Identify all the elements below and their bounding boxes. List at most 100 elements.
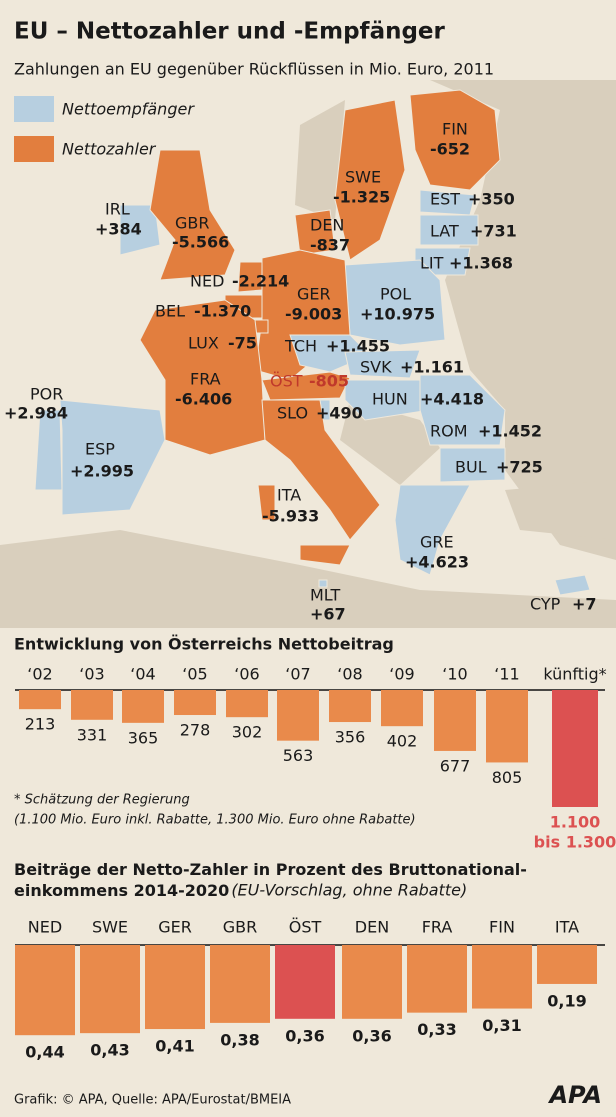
country-shape (318, 579, 328, 588)
title: EU – Nettozahler und -Empfänger (14, 19, 446, 45)
chart-title: Entwicklung von Österreichs Nettobeitrag (14, 635, 394, 654)
land-norway (295, 100, 345, 220)
bar (381, 690, 423, 727)
country-value: +4.418 (420, 390, 484, 409)
legend-swatch (14, 136, 54, 162)
x-tick-label: ‘02 (27, 665, 52, 684)
country-name: ITA (277, 486, 301, 505)
value-label: 0,36 (285, 1026, 324, 1045)
country-name: BUL (455, 458, 487, 477)
value-label: bis 1.300 (534, 833, 616, 852)
x-tick-label: FRA (422, 918, 453, 937)
country-value: +2.984 (4, 404, 68, 423)
country-name: MLT (310, 586, 341, 605)
value-label: 0,38 (220, 1030, 259, 1049)
country-name: FRA (190, 370, 221, 389)
bar (145, 945, 205, 1030)
country-name: BEL (155, 302, 185, 321)
country-name: LIT (420, 254, 444, 273)
country-value: +725 (496, 458, 543, 477)
country-name: TCH (284, 337, 317, 356)
subtitle: Zahlungen an EU gegenüber Rückflüssen in… (14, 60, 494, 79)
country-value: +10.975 (360, 305, 435, 324)
value-label: 0,31 (482, 1016, 521, 1035)
country-name: ROM (430, 422, 468, 441)
country-name: IRL (105, 200, 130, 219)
country-value: -1.325 (333, 188, 390, 207)
country-name: FIN (442, 120, 468, 139)
bar (71, 690, 113, 720)
country-shape (139, 299, 266, 456)
country-value: +4.623 (405, 553, 469, 572)
value-label: 0,36 (352, 1026, 391, 1045)
country-name: SWE (345, 168, 381, 187)
country-name: NED (190, 272, 224, 291)
map-land (0, 80, 616, 628)
x-tick-label: ÖST (289, 918, 322, 937)
source: Grafik: © APA, Quelle: APA/Eurostat/BMEI… (14, 1093, 291, 1108)
country-name: GER (297, 285, 331, 304)
value-label: 1.100 (550, 813, 601, 832)
country-value: -2.214 (232, 272, 289, 291)
x-tick-label: ‘05 (182, 665, 207, 684)
x-tick-label: NED (28, 918, 62, 937)
bar (275, 945, 335, 1019)
country-shape (394, 484, 471, 576)
x-tick-label: DEN (355, 918, 389, 937)
land-turkey (505, 480, 616, 540)
value-label: 805 (492, 768, 523, 787)
bar (472, 945, 532, 1009)
land-balkans (340, 400, 440, 485)
x-tick-label: GBR (223, 918, 258, 937)
bar (342, 945, 402, 1019)
x-tick-label: ‘11 (494, 665, 519, 684)
legend-label: Nettoempfänger (62, 100, 195, 119)
country-shape (419, 214, 479, 246)
country-name: HUN (372, 390, 408, 409)
country-value: -6.406 (175, 390, 232, 409)
country-shape (439, 447, 506, 483)
bar (434, 690, 476, 751)
country-shape (334, 99, 406, 261)
x-tick-label: ‘03 (79, 665, 104, 684)
country-name: EST (430, 190, 460, 209)
x-tick-label: ‘04 (130, 665, 155, 684)
value-label: 365 (128, 728, 159, 747)
x-tick-label: FIN (489, 918, 515, 937)
country-value: +384 (95, 220, 142, 239)
country-value: -652 (430, 140, 470, 159)
bar (486, 690, 528, 763)
x-tick-label: GER (158, 918, 192, 937)
logo: APA (547, 1081, 602, 1109)
x-tick-label: ‘09 (389, 665, 414, 684)
value-label: 213 (25, 715, 56, 734)
land-africa (0, 530, 616, 628)
country-shape (554, 574, 591, 596)
bar (210, 945, 270, 1023)
country-shape (419, 374, 506, 446)
bar (174, 690, 216, 716)
country-value: +1.161 (400, 358, 464, 377)
country-name: POR (30, 385, 63, 404)
bar (277, 690, 319, 741)
value-label: 278 (180, 721, 211, 740)
country-value: +490 (316, 404, 363, 423)
country-name: SVK (360, 358, 392, 377)
bar (80, 945, 140, 1034)
country-name: ÖST (270, 372, 303, 391)
value-label: 331 (77, 725, 108, 744)
bar (552, 690, 598, 807)
country-value: +67 (310, 605, 346, 624)
x-tick-label: SWE (92, 918, 128, 937)
country-name: GBR (175, 214, 210, 233)
x-tick-label: ‘08 (337, 665, 362, 684)
country-value: +2.995 (70, 462, 134, 481)
country-value: -5.933 (262, 507, 319, 526)
country-shape (254, 319, 269, 334)
map-countries (34, 89, 591, 596)
country-shape (257, 484, 276, 521)
value-label: 0,41 (155, 1037, 194, 1056)
bar (407, 945, 467, 1013)
